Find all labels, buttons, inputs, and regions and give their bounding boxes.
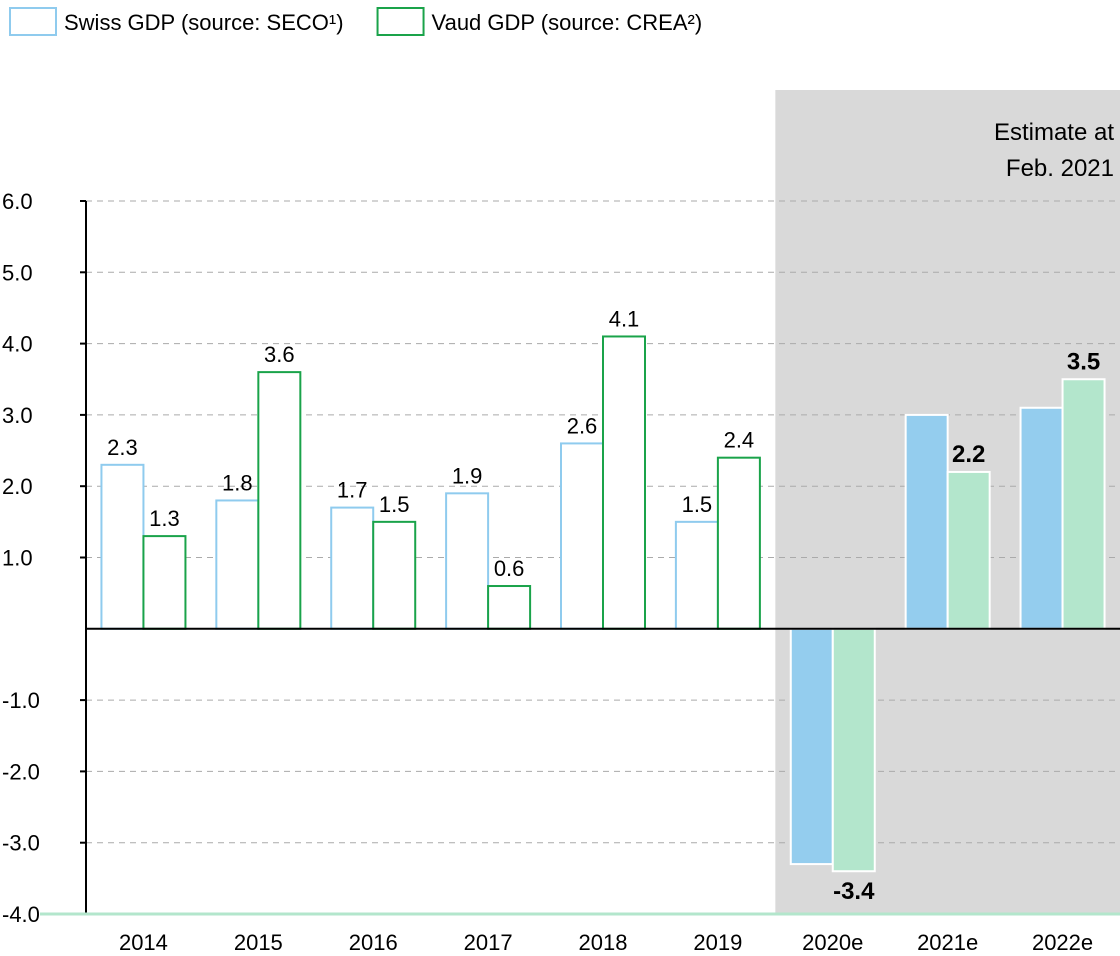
x-tick-label: 2017 (464, 930, 513, 955)
data-label: 2.6 (567, 413, 598, 438)
x-tick-label: 2015 (234, 930, 283, 955)
legend-swatch (376, 7, 425, 36)
data-label: 1.5 (379, 492, 410, 517)
bar (946, 470, 991, 630)
data-label: 3.6 (264, 342, 295, 367)
y-tick-label: -4.0 (2, 902, 40, 927)
y-tick-label: -3.0 (2, 831, 40, 856)
data-label: 2.4 (724, 428, 755, 453)
bar (215, 499, 260, 630)
bar (372, 520, 417, 630)
bar (789, 627, 834, 866)
x-tick-label: 2022e (1032, 930, 1093, 955)
x-tick-label: 2020e (802, 930, 863, 955)
bar (257, 371, 302, 630)
data-label: 1.7 (337, 478, 368, 503)
legend-swatch (9, 7, 57, 36)
data-label: 2.3 (107, 435, 138, 460)
data-label: -3.4 (833, 878, 875, 905)
y-tick-label: 2.0 (2, 474, 33, 499)
data-label: 1.3 (149, 506, 180, 531)
y-tick-label: -2.0 (2, 759, 40, 784)
bar (1061, 378, 1106, 630)
annotation: Feb. 2021 (1006, 155, 1114, 182)
y-tick-label: -1.0 (2, 688, 40, 713)
bar (445, 492, 490, 630)
data-label: 1.9 (452, 463, 483, 488)
bar (716, 456, 761, 630)
x-tick-label: 2018 (579, 930, 628, 955)
bar (602, 335, 646, 630)
y-tick-label: 4.0 (2, 332, 33, 357)
legend-label: Swiss GDP (source: SECO¹) (64, 10, 344, 35)
data-label: 0.6 (494, 556, 525, 581)
bar (674, 520, 719, 630)
y-tick-label: 1.0 (2, 546, 33, 571)
bar (487, 585, 532, 630)
bar (1019, 406, 1064, 630)
data-label: 1.5 (682, 492, 713, 517)
bar (831, 627, 876, 873)
data-label: 3.5 (1067, 348, 1100, 375)
data-label: 4.1 (609, 306, 640, 331)
bar (904, 413, 949, 630)
x-tick-label: 2014 (119, 930, 168, 955)
y-tick-label: 3.0 (2, 403, 33, 428)
data-label: 2.2 (952, 441, 985, 468)
bar (100, 463, 145, 630)
y-tick-label: 6.0 (2, 189, 33, 214)
legend-label: Vaud GDP (source: CREA²) (432, 10, 703, 35)
bar (330, 506, 375, 630)
data-label: 1.8 (222, 470, 253, 495)
x-tick-label: 2021e (917, 930, 978, 955)
bar (142, 535, 187, 630)
bar (560, 442, 604, 630)
y-tick-label: 5.0 (2, 260, 33, 285)
annotation: Estimate at (994, 119, 1114, 146)
x-tick-label: 2019 (693, 930, 742, 955)
x-tick-label: 2016 (349, 930, 398, 955)
